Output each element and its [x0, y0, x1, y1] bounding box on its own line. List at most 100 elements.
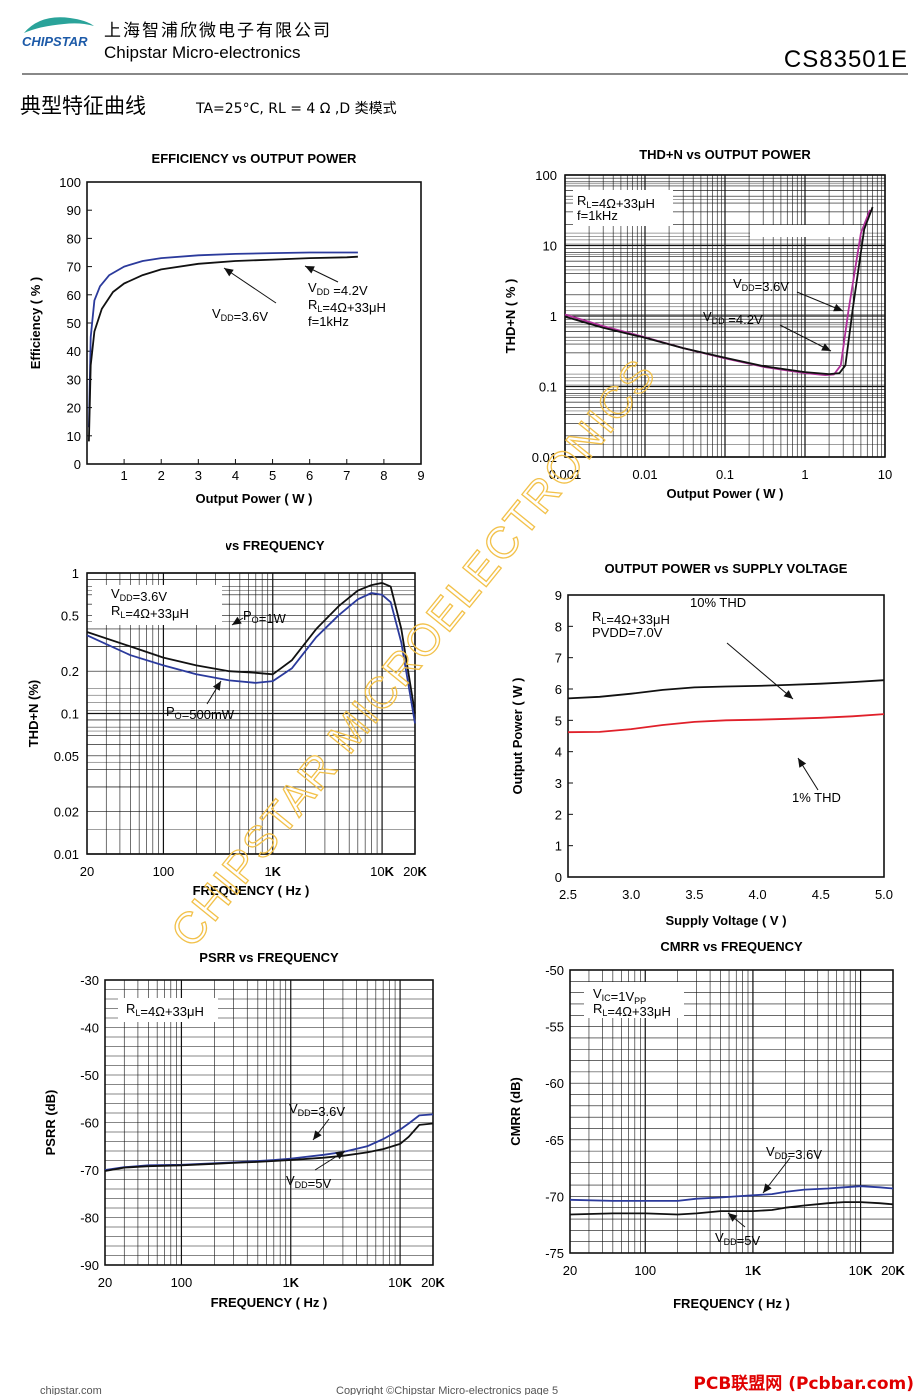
- text-span: V: [766, 1144, 775, 1159]
- text-span: 1: [282, 1275, 289, 1290]
- text-span: DD: [298, 1108, 311, 1118]
- chart-title: OUTPUT POWER vs SUPPLY VOLTAGE: [605, 561, 848, 576]
- x-tick-label: 20: [563, 1263, 577, 1278]
- label-background: [236, 342, 326, 370]
- x-tick-label: 4.0: [749, 887, 767, 902]
- series-line-black: [104, 1122, 434, 1172]
- text-span: =1W: [259, 611, 287, 626]
- annotation-label: RL=4Ω+33μH: [592, 609, 670, 627]
- text-span: 10: [388, 1275, 402, 1290]
- label-background: [576, 606, 681, 646]
- y-tick-label: 6: [555, 682, 562, 697]
- y-tick-label: 0.1: [539, 380, 557, 395]
- y-tick-label: -50: [545, 963, 564, 978]
- annotation-label: RL=4Ω+33μH: [577, 193, 655, 211]
- footer-left: chipstar.com: [40, 1385, 102, 1395]
- text-span: PVDD=7.0V: [592, 625, 663, 640]
- annotation-label: VDD =4.2V: [308, 280, 368, 298]
- text-span: DD: [724, 1237, 737, 1247]
- text-span: V: [593, 986, 602, 1001]
- annotation-arrow: [779, 324, 832, 352]
- x-tick-label: 4: [232, 468, 239, 483]
- text-span: L: [586, 200, 591, 210]
- tick-labels: 20 100 1K 10K 20K-30-40-50-60-70-80-90: [80, 973, 445, 1290]
- x-tick-label: 4.5: [812, 887, 830, 902]
- text-span: V: [111, 586, 120, 601]
- arrow-head-icon: [783, 690, 793, 699]
- x-tick-label: 10K: [849, 1263, 873, 1278]
- text-span: =4Ω+33μH: [591, 196, 654, 211]
- text-span: 10: [849, 1263, 863, 1278]
- text-span: V: [733, 276, 742, 291]
- text-span: P: [243, 608, 252, 623]
- test-conditions: TA=25°C, RL = 4 Ω ,D 类模式: [195, 101, 397, 117]
- y-tick-label: 2: [555, 807, 562, 822]
- text-span: =5V: [308, 1176, 332, 1191]
- text-span: V: [212, 306, 221, 321]
- x-tick-label: 100: [634, 1263, 656, 1278]
- y-tick-label: 60: [67, 288, 81, 303]
- text-span: =3.6V: [133, 589, 168, 604]
- y-axis-label: CMRR (dB): [508, 1077, 523, 1146]
- chart-title: EFFICIENCY vs OUTPUT POWER: [152, 151, 358, 166]
- y-tick-label: 0: [74, 457, 81, 472]
- x-tick-label: 9: [417, 468, 424, 483]
- x-axis-label: Output Power ( W ): [196, 491, 313, 506]
- text-span: =1V: [611, 989, 635, 1004]
- series-line-black: [569, 1201, 894, 1216]
- plot-frame: [564, 174, 886, 458]
- x-tick-label: 6: [306, 468, 313, 483]
- text-span: 20: [881, 1263, 895, 1278]
- annotation-label: f=1kHz: [308, 314, 349, 329]
- y-tick-label: 0.1: [61, 707, 79, 722]
- annotation-label: VDD=3.6V: [289, 1101, 345, 1119]
- label-background: [292, 228, 382, 262]
- y-tick-label: 0.5: [61, 608, 79, 623]
- header: CHIPSTAR 上海智浦欣微电子有限公司 Chipstar Micro-ele…: [20, 17, 908, 118]
- y-tick-label: 5: [555, 713, 562, 728]
- text-span: DD: [712, 316, 725, 326]
- text-span: 1: [264, 864, 271, 879]
- text-span: =3.6V: [234, 309, 269, 324]
- text-span: K: [436, 1275, 446, 1290]
- annotation-label: VIC=1VPP: [593, 986, 646, 1006]
- text-span: R: [111, 603, 120, 618]
- y-tick-label: 4: [555, 745, 562, 760]
- text-span: PP: [634, 996, 646, 1006]
- y-tick-label: 0.01: [532, 450, 557, 465]
- tick-labels: 0.001 0.01 0.1 1 10 0.01 0.1 1 10 100: [532, 168, 893, 482]
- series-line-blue: [88, 251, 358, 428]
- y-axis-label: PSRR (dB): [43, 1090, 58, 1156]
- y-tick-label: 100: [59, 175, 81, 190]
- chart-title: CMRR vs FREQUENCY: [660, 939, 803, 954]
- text-span: K: [385, 864, 395, 879]
- x-tick-label: 0.01: [632, 467, 657, 482]
- annotation-label: RL=4Ω+33μH: [308, 297, 386, 315]
- annotation-label: VDD=5V: [715, 1230, 760, 1248]
- company-name-en: Chipstar Micro-electronics: [104, 43, 301, 62]
- x-tick-label: 20: [98, 1275, 112, 1290]
- label-background: [92, 585, 222, 625]
- text-span: =4Ω+33μH: [322, 300, 385, 315]
- y-axis-label: THD+N (%): [26, 680, 41, 748]
- y-tick-label: -40: [80, 1021, 99, 1036]
- annotation-label: VDD=3.6V: [111, 586, 167, 604]
- x-tick-label: 20: [80, 864, 94, 879]
- x-tick-label: 5.0: [875, 887, 893, 902]
- logo-swoosh-icon: [24, 17, 94, 33]
- part-number: CS83501E: [784, 46, 908, 73]
- tick-labels: 2.5 3.0 3.5 4.0 4.5 5.0 0 1 2 3 4 5 6 7 8 9: [555, 588, 893, 902]
- text-span: R: [577, 193, 586, 208]
- y-tick-label: 30: [67, 372, 81, 387]
- annotation-label: VDD=3.6V: [733, 276, 789, 294]
- arrow-head-icon: [224, 268, 234, 277]
- text-span: DD: [295, 1180, 308, 1190]
- arrow-head-icon: [313, 1130, 322, 1140]
- text-span: =4Ω+33μH: [607, 1004, 670, 1019]
- x-tick-label: 20K: [881, 1263, 905, 1278]
- text-span: 20: [403, 864, 417, 879]
